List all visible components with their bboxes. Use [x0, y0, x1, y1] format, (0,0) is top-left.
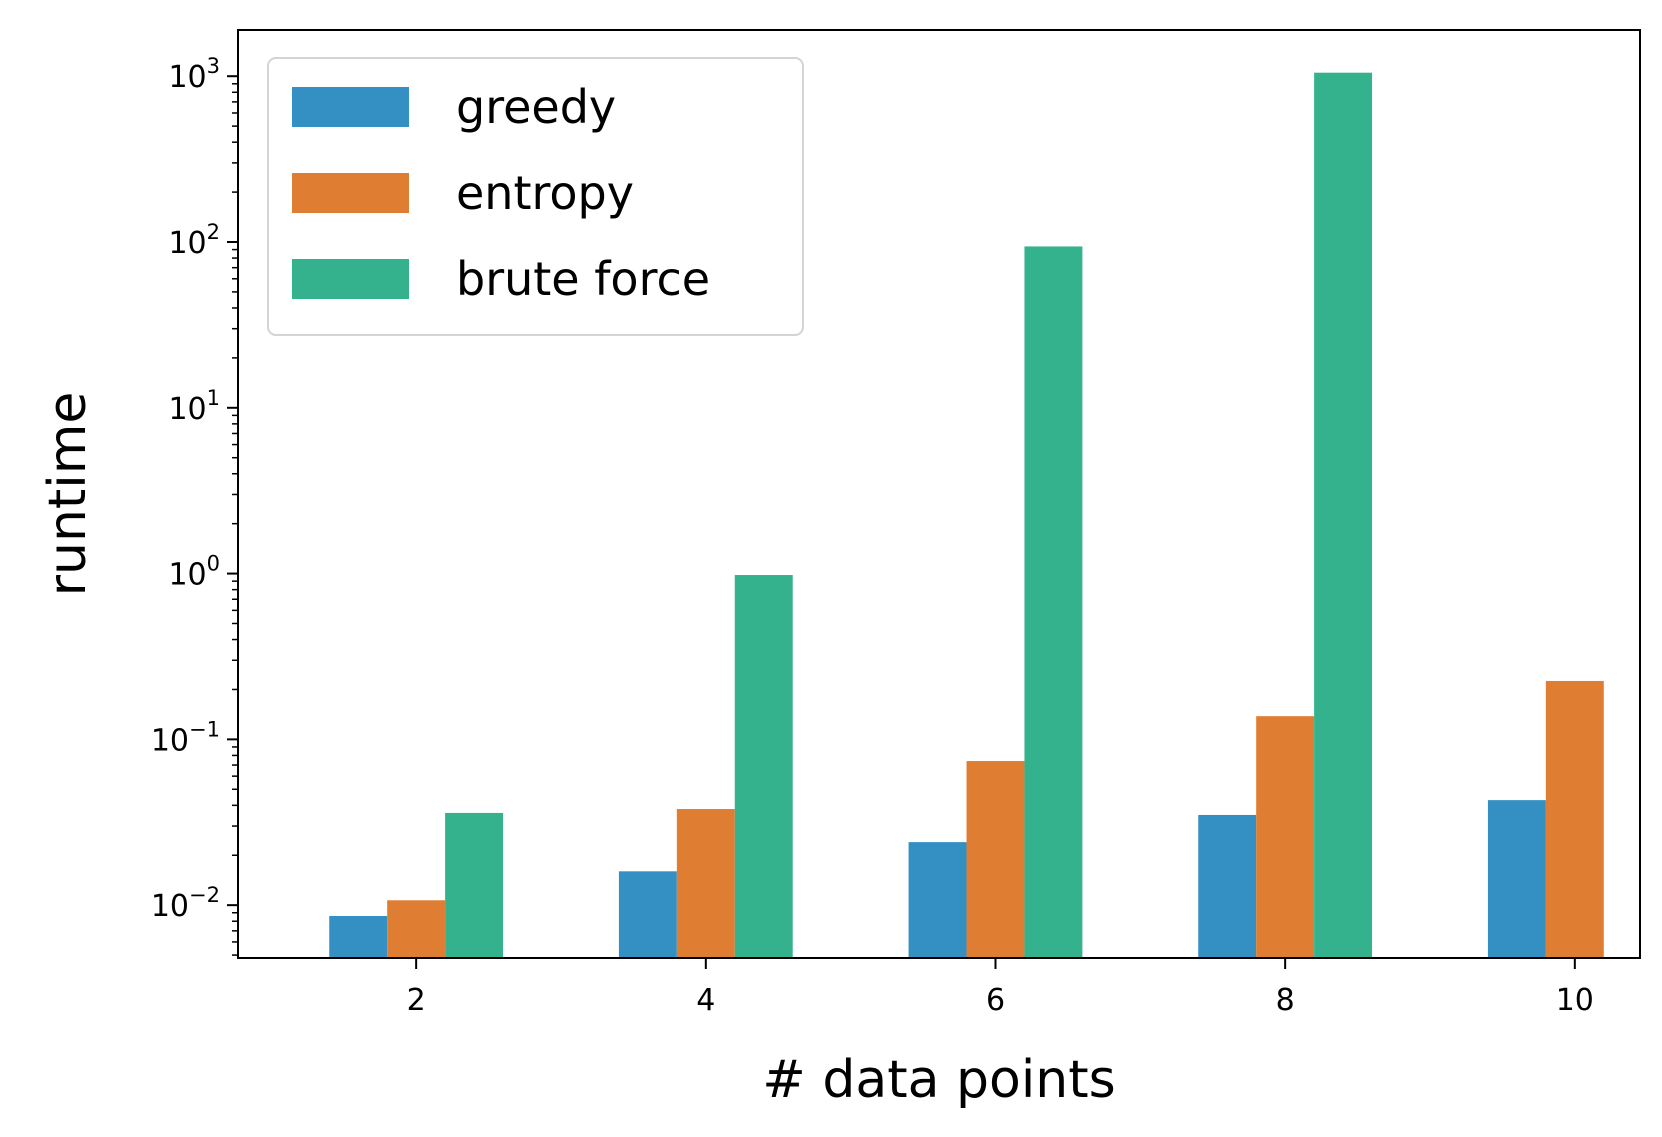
bar-entropy-2 [387, 900, 446, 958]
y-axis-label: runtime [38, 392, 98, 597]
legend-label-entropy: entropy [456, 166, 634, 220]
legend-swatch-greedy [292, 87, 409, 127]
legend: greedy entropy brute force [267, 57, 804, 336]
bar-greedy-10 [1487, 800, 1546, 958]
bar-greedy-6 [908, 842, 967, 958]
bar-greedy-8 [1198, 814, 1257, 958]
bar-entropy-8 [1256, 716, 1315, 958]
y-tick-label: 10−1 [151, 717, 220, 758]
y-axis-ticks: 10−2 10−1 100 101 102 103 [151, 54, 238, 956]
y-tick-label: 101 [168, 386, 220, 427]
legend-swatch-entropy [292, 173, 409, 213]
y-tick-label: 102 [168, 220, 220, 261]
bar-entropy-4 [676, 809, 735, 958]
bar-entropy-10 [1545, 680, 1604, 958]
legend-label-brute-force: brute force [456, 252, 710, 306]
x-tick-label: 10 [1556, 983, 1594, 1018]
bar-entropy-6 [966, 761, 1025, 958]
x-axis-ticks: 2 4 6 8 10 [407, 958, 1594, 1018]
y-tick-label: 100 [168, 552, 220, 593]
y-tick-label: 10−2 [151, 883, 220, 924]
bar-brute-force-8 [1314, 72, 1373, 958]
legend-label-greedy: greedy [456, 80, 616, 134]
bar-brute-force-2 [445, 812, 504, 958]
x-tick-label: 4 [696, 983, 715, 1018]
bar-brute-force-6 [1024, 246, 1083, 959]
legend-swatch-brute-force [292, 259, 409, 299]
y-tick-label: 103 [168, 54, 220, 95]
x-axis-label: # data points [762, 1050, 1115, 1110]
x-tick-label: 8 [1276, 983, 1295, 1018]
x-tick-label: 6 [986, 983, 1005, 1018]
bar-greedy-2 [329, 916, 388, 958]
bar-brute-force-4 [734, 575, 793, 958]
bars-layer [329, 72, 1604, 959]
x-tick-label: 2 [407, 983, 426, 1018]
bar-greedy-4 [618, 871, 677, 958]
